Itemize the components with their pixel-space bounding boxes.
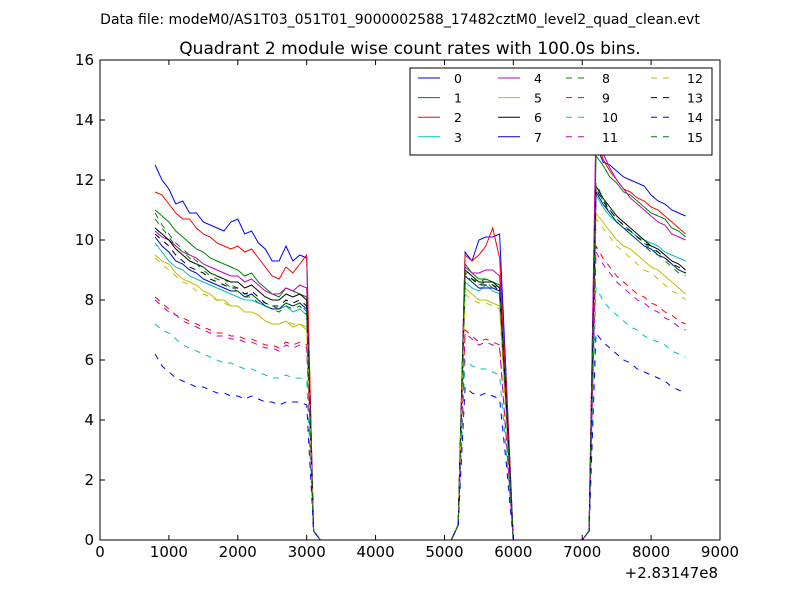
legend-label-10: 10 <box>602 110 618 125</box>
series-line-9 <box>154 244 686 541</box>
x-tick-label: 9000 <box>701 543 739 561</box>
y-tick-label: 16 <box>75 51 94 69</box>
x-tick-label: 2000 <box>219 543 257 561</box>
x-tick-label: 4000 <box>356 543 394 561</box>
legend-label-15: 15 <box>687 130 703 145</box>
legend-label-9: 9 <box>602 91 610 106</box>
legend-label-0: 0 <box>454 71 462 86</box>
y-tick-label: 10 <box>75 231 94 249</box>
x-tick-label: 6000 <box>494 543 532 561</box>
x-tick-label: 3000 <box>288 543 326 561</box>
legend-label-14: 14 <box>687 110 703 125</box>
figure-suptitle: Data file: modeM0/AS1T03_051T01_90000025… <box>100 12 700 28</box>
plot-area: 0 1000 2000 3000 4000 5000 6000 7000 8000 9000 0 2 4… <box>75 51 739 561</box>
legend-label-2: 2 <box>454 110 462 125</box>
axes-frame <box>99 59 721 541</box>
series-line-10 <box>154 286 686 541</box>
series-line-12 <box>154 217 686 541</box>
x-tick-label: 5000 <box>425 543 463 561</box>
y-tick-label: 14 <box>75 111 94 129</box>
legend-label-6: 6 <box>534 110 542 125</box>
x-tick-label: 7000 <box>563 543 601 561</box>
legend-label-3: 3 <box>454 130 462 145</box>
y-tick-label: 12 <box>75 171 94 189</box>
y-tick-label: 6 <box>84 351 94 369</box>
legend-label-1: 1 <box>454 91 462 106</box>
chart-title: Quadrant 2 module wise count rates with … <box>179 39 640 59</box>
y-tick-label: 0 <box>84 531 94 549</box>
y-tick-label: 2 <box>84 471 94 489</box>
legend-label-11: 11 <box>602 130 618 145</box>
x-tick-label: 1000 <box>150 543 188 561</box>
y-tick-label: 4 <box>84 411 94 429</box>
legend-frame <box>409 67 713 156</box>
y-tick-label: 8 <box>84 291 94 309</box>
series-line-11 <box>154 250 686 541</box>
x-offset-label: +2.83147e8 <box>625 564 718 582</box>
x-tick-label: 8000 <box>632 543 670 561</box>
legend-label-4: 4 <box>534 71 542 86</box>
legend-label-12: 12 <box>687 71 703 86</box>
legend-label-8: 8 <box>602 71 610 86</box>
legend-label-5: 5 <box>534 91 542 106</box>
x-tick-label: 0 <box>95 543 105 561</box>
legend-label-13: 13 <box>687 91 703 106</box>
legend-label-7: 7 <box>534 130 542 145</box>
ticks-layer: 0 1000 2000 3000 4000 5000 6000 7000 8000 9000 0 2 4… <box>75 51 739 561</box>
